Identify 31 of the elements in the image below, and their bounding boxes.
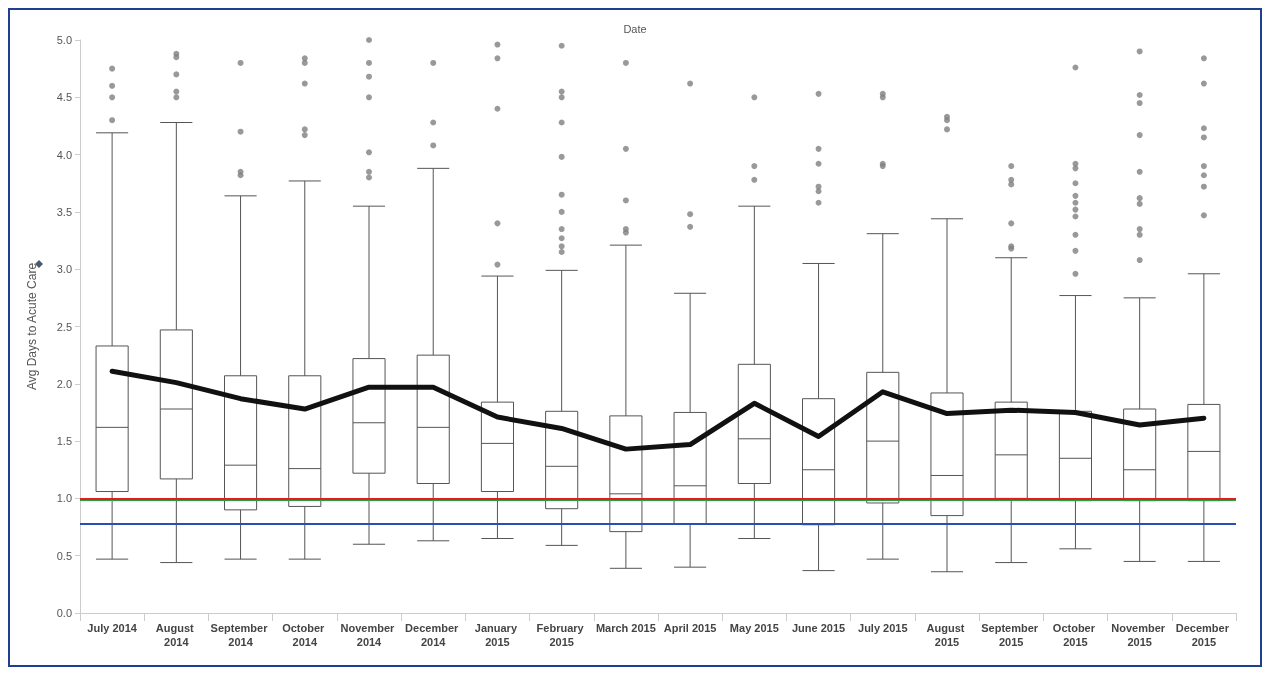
y-tick-label: 5.0 [56, 34, 72, 46]
x-tick-label: May 2015 [729, 622, 779, 634]
y-tick-label: 0.5 [56, 549, 72, 562]
y-tick-label: 4.5 [56, 91, 72, 104]
y-tick-label: 3.0 [56, 263, 72, 276]
x-axis-title: Date [623, 22, 647, 35]
x-tick-label: September 2015 [981, 622, 1042, 648]
x-tick-label: September 2014 [210, 622, 271, 648]
x-tick-label: December 2014 [405, 622, 462, 648]
x-tick-label: July 2014 [87, 622, 138, 634]
x-tick-label: November 2014 [340, 622, 398, 648]
x-tick-label: August 2014 [155, 622, 197, 648]
y-tick-label: 1.5 [56, 435, 72, 448]
x-tick-label: June 2015 [791, 622, 846, 634]
y-tick-label: 1.0 [56, 492, 72, 505]
x-tick-label: January 2015 [474, 622, 521, 648]
y-tick-label: 4.0 [56, 148, 72, 161]
x-tick-label: October 2015 [1052, 622, 1099, 648]
x-tick-label: July 2015 [858, 622, 908, 634]
x-tick-label: February 2015 [536, 622, 587, 648]
x-tick-label: November 2015 [1111, 622, 1169, 648]
y-tick-label: 2.5 [56, 320, 72, 333]
x-tick-label: October 2014 [282, 622, 328, 648]
x-tick-label: December 2015 [1175, 622, 1233, 648]
y-tick-label: 2.0 [56, 377, 72, 390]
y-tick-label: 0.0 [56, 607, 72, 619]
x-tick-label: April 2015 [663, 622, 717, 634]
x-tick-label: August 2015 [926, 622, 968, 648]
y-axis-title: Avg Days to Acute Care [25, 262, 39, 391]
y-tick-label: 3.5 [56, 205, 72, 218]
x-tick-label: March 2015 [595, 622, 656, 634]
